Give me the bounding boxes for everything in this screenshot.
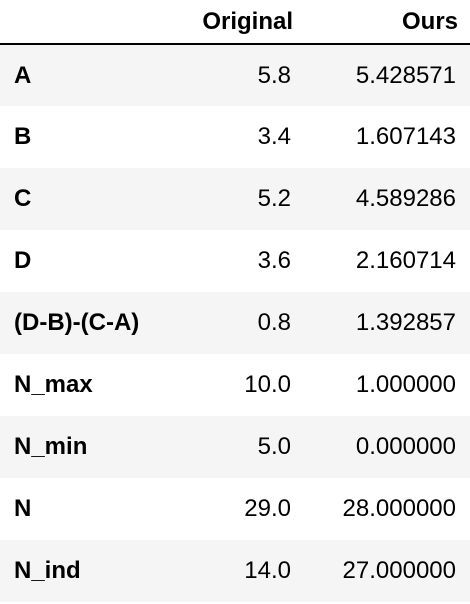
row-label: C: [14, 185, 32, 212]
index-column-header: [0, 0, 166, 45]
original-value: 5.8: [257, 61, 291, 89]
ours-value: 5.428571: [355, 61, 456, 89]
table-row: D 3.6 2.160714: [0, 230, 470, 292]
table-row: A 5.8 5.428571: [0, 44, 470, 106]
original-value: 29.0: [244, 495, 291, 522]
ours-value: 27.000000: [342, 557, 456, 584]
row-label: B: [14, 123, 32, 150]
header-row: Original Ours: [0, 0, 470, 45]
table-row: N_max 10.0 1.000000: [0, 354, 470, 416]
table-row: N_ind 14.0 27.000000: [0, 540, 470, 602]
row-label: N_max: [14, 371, 93, 398]
table-row: N 29.0 28.000000: [0, 478, 470, 540]
row-label: D: [14, 247, 32, 274]
table-row: C 5.2 4.589286: [0, 168, 470, 230]
table-row: B 3.4 1.607143: [0, 106, 470, 168]
original-column-header: Original: [166, 0, 305, 45]
table-row: N_min 5.0 0.000000: [0, 416, 470, 478]
original-value: 5.0: [257, 433, 291, 460]
row-label: (D-B)-(C-A): [14, 309, 140, 336]
ours-column-header: Ours: [305, 0, 470, 45]
row-label: N_min: [14, 433, 88, 460]
ours-value: 1.607143: [355, 123, 456, 150]
row-label: N: [14, 495, 32, 522]
ours-value: 4.589286: [355, 185, 456, 212]
table-body: A 5.8 5.428571 B 3.4 1.607143 C 5.2 4.58…: [0, 44, 470, 602]
row-label: A: [14, 61, 32, 89]
original-value: 3.6: [257, 247, 291, 274]
ours-value: 1.392857: [355, 309, 456, 336]
ours-value: 1.000000: [355, 371, 456, 398]
original-value: 3.4: [257, 123, 291, 150]
table-header: Original Ours: [0, 0, 470, 45]
ours-value: 2.160714: [355, 247, 456, 274]
ours-value: 28.000000: [342, 495, 456, 522]
original-value: 5.2: [257, 185, 291, 212]
table-row: (D-B)-(C-A) 0.8 1.392857: [0, 292, 470, 354]
ours-value: 0.000000: [355, 433, 456, 460]
original-value: 14.0: [244, 557, 291, 584]
original-value: 10.0: [244, 371, 291, 398]
row-label: N_ind: [14, 557, 81, 584]
original-value: 0.8: [257, 309, 291, 336]
